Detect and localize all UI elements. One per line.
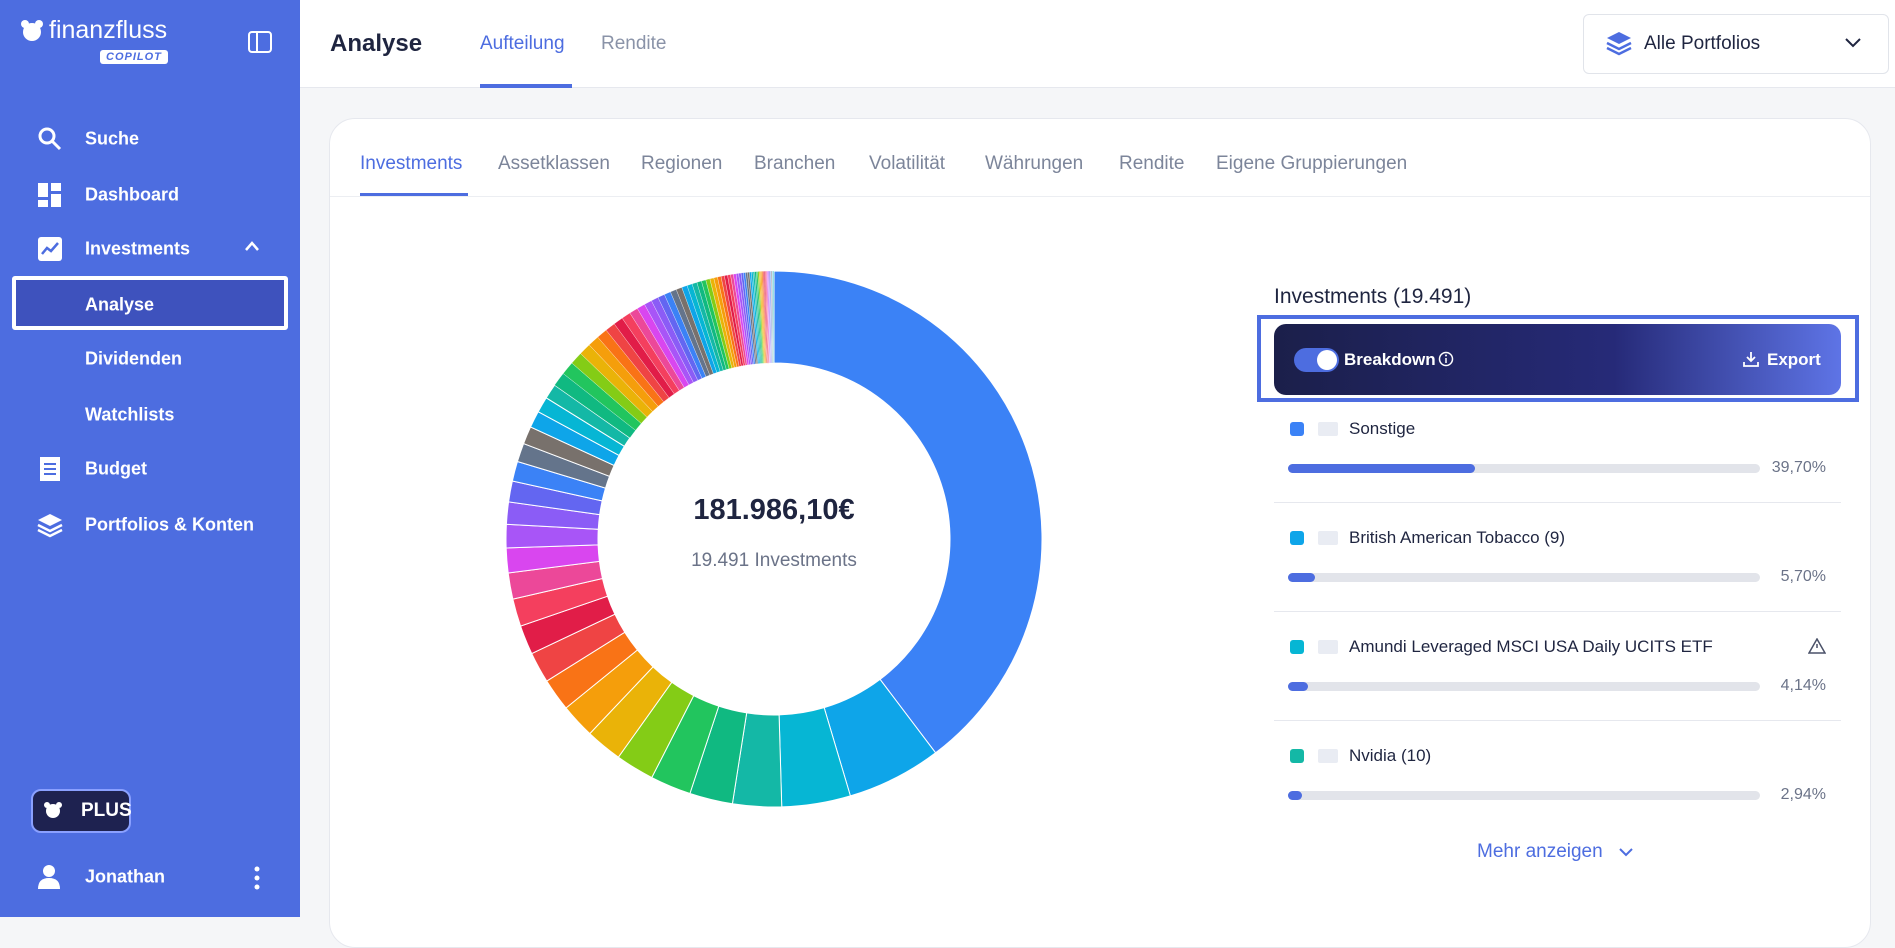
page-title: Analyse [330, 30, 423, 57]
subtab-active[interactable]: Investments [360, 153, 463, 174]
center-label: 19.491 Investments [691, 550, 857, 571]
donut-chart: 181.986,10€ 19.491 Investments [505, 270, 1043, 808]
download-icon [1743, 352, 1759, 367]
icon-dashboard [38, 183, 61, 207]
legend-swatch [1290, 422, 1304, 436]
item-name[interactable]: Sonstige [1349, 419, 1416, 438]
more-button[interactable]: Mehr anzeigen [1477, 841, 1603, 862]
badge: COPILOT [100, 50, 168, 64]
sidebar: finanzfluss COPILOT Suche Dashboard Inve… [0, 0, 300, 917]
chevron-up[interactable] [244, 240, 260, 252]
item-icon [1318, 640, 1338, 654]
subtab[interactable]: Volatilität [869, 153, 946, 174]
item-name[interactable]: Amundi Leveraged MSCI USA Daily UCITS ET… [1349, 637, 1713, 656]
logo-icon [21, 20, 43, 41]
brand: finanzfluss [49, 16, 168, 44]
warning-icon[interactable] [1808, 638, 1826, 654]
header: Analyse Aufteilung Rendite Alle Portfoli… [300, 0, 1895, 88]
subtab[interactable]: Währungen [985, 153, 1084, 174]
nav-item[interactable]: Analyse [85, 294, 155, 315]
tab[interactable]: Rendite [601, 33, 667, 54]
progress-track [1288, 682, 1760, 691]
legend-swatch [1290, 749, 1304, 763]
active-highlight [12, 276, 288, 330]
separator [1274, 611, 1841, 612]
donut-slice [773, 270, 1043, 754]
item-icon [1318, 749, 1338, 763]
icon-budget [40, 457, 60, 481]
info-icon[interactable] [1438, 351, 1454, 367]
nav-item[interactable]: Budget [85, 458, 147, 479]
progress-bar [1288, 791, 1302, 800]
list-title: Investments (19.491) [1274, 285, 1472, 308]
portfolio-label: Alle Portfolios [1644, 33, 1761, 54]
portfolio-select[interactable] [1583, 14, 1889, 74]
user-name[interactable]: Jonathan [85, 866, 166, 887]
tab-underline [480, 84, 572, 88]
nav-item[interactable]: Portfolios & Konten [85, 514, 254, 535]
progress-track [1288, 464, 1760, 473]
icon-portfolios [37, 514, 63, 538]
separator [1274, 502, 1841, 503]
toggle-knob [1317, 350, 1337, 370]
nav-item[interactable]: Dashboard [85, 184, 180, 205]
value-label: 4,14% [1780, 677, 1826, 694]
progress-track [1288, 791, 1760, 800]
center-value: 181.986,10€ [693, 494, 854, 526]
subtab[interactable]: Rendite [1119, 153, 1185, 174]
subtab[interactable]: Eigene Gruppierungen [1216, 153, 1408, 174]
value-label: 2,94% [1780, 786, 1826, 803]
item-name[interactable]: Nvidia (10) [1349, 746, 1432, 765]
breakdown-highlight [1257, 315, 1859, 402]
chevron-down [1845, 38, 1861, 48]
subtab[interactable]: Branchen [754, 153, 836, 174]
user-icon [38, 865, 60, 889]
icon-investments [38, 237, 62, 261]
donut-slice-other [773, 270, 775, 364]
nav-item[interactable]: Dividenden [85, 348, 183, 369]
progress-bar [1288, 464, 1476, 473]
item-name[interactable]: British American Tobacco (9) [1349, 528, 1566, 547]
collapse-button[interactable] [248, 31, 272, 53]
progress-track [1288, 573, 1760, 582]
item-icon [1318, 531, 1338, 545]
progress-bar [1288, 573, 1315, 582]
value-label: 5,70% [1780, 568, 1826, 585]
tab-active[interactable]: Aufteilung [480, 33, 565, 54]
subtab-divider [330, 196, 1870, 197]
subtab-underline [360, 193, 468, 196]
breakdown-label: Breakdown [1344, 350, 1436, 369]
nav-item[interactable]: Watchlists [85, 404, 175, 425]
subtab[interactable]: Regionen [641, 153, 723, 174]
separator [1274, 720, 1841, 721]
nav-item[interactable]: Investments [85, 238, 191, 259]
progress-bar [1288, 682, 1308, 691]
item-icon [1318, 422, 1338, 436]
subtab[interactable]: Assetklassen [498, 153, 610, 174]
nav-item[interactable]: Suche [85, 128, 140, 149]
value-label: 39,70% [1771, 459, 1826, 476]
layers-icon [1606, 32, 1632, 56]
legend-swatch [1290, 640, 1304, 654]
export-button[interactable]: Export [1767, 350, 1821, 369]
legend-swatch [1290, 531, 1304, 545]
breakdown-bar [1274, 324, 1841, 395]
plus-label: PLUS [81, 800, 132, 821]
icon-search [38, 127, 62, 151]
plus-icon [44, 802, 62, 818]
user-menu[interactable] [252, 866, 262, 890]
more-chevron [1619, 848, 1633, 857]
